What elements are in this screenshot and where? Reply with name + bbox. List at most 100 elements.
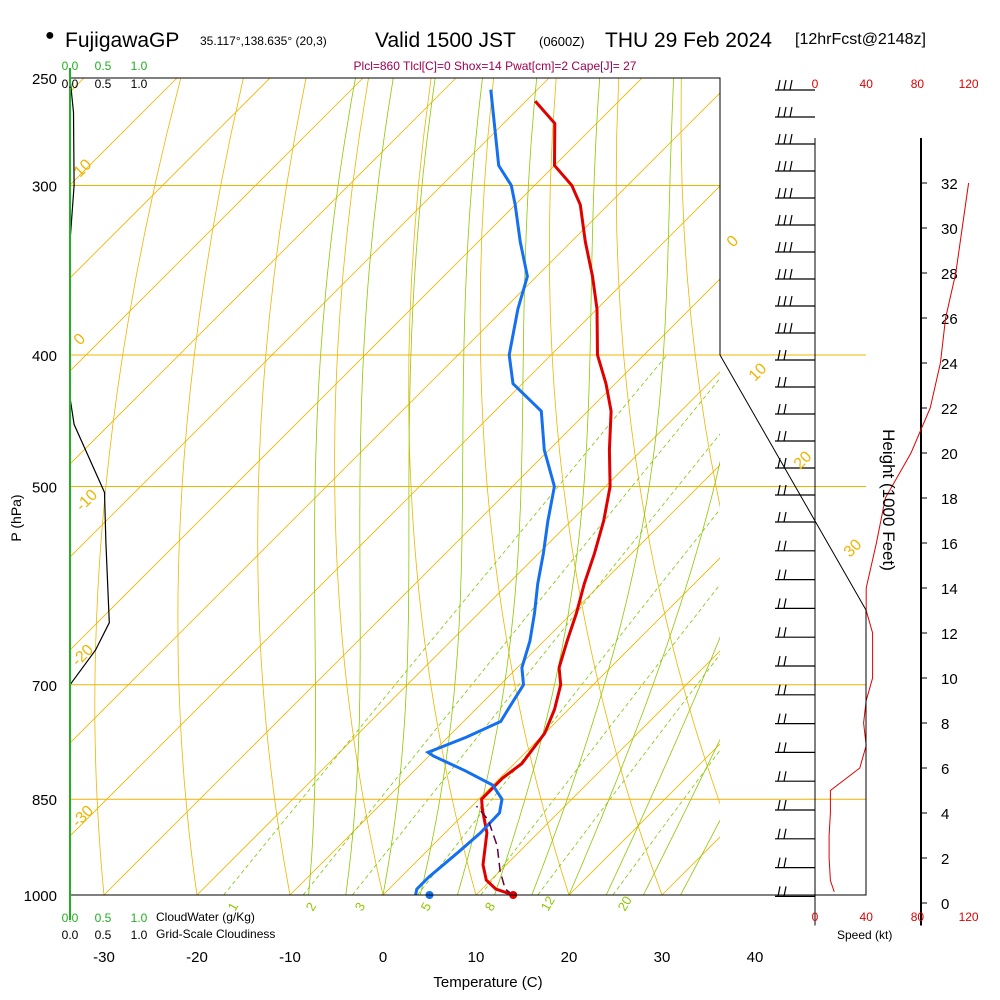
pressure-tick-400: 400 <box>32 348 57 365</box>
pressure-tick-1000: 1000 <box>24 888 57 905</box>
wind-barb-flag <box>789 241 793 253</box>
speed-tick-top: 80 <box>911 77 925 91</box>
wind-barb-flag <box>777 268 781 280</box>
wind-barb-flag <box>783 430 787 442</box>
wind-barbs <box>775 79 815 898</box>
cloud-tick-label: 0.0 <box>62 77 79 91</box>
moist-adiabat-line <box>345 78 394 895</box>
wind-barb-flag <box>777 106 781 118</box>
temp-tick-30: 30 <box>654 949 671 966</box>
isotherm-label: 30 <box>841 536 866 561</box>
wind-barb-flag <box>789 79 793 91</box>
isotherm-label: -10 <box>73 486 101 514</box>
moist-adiabat-line <box>308 78 356 895</box>
wind-barb-flag <box>783 376 787 388</box>
mixing-ratio-label: 8 <box>482 900 499 914</box>
wind-barb-flag <box>789 268 793 280</box>
cloud-tick-label: 0.0 <box>62 59 79 73</box>
wind-barb-flag <box>777 295 781 307</box>
wind-barb-flag <box>783 742 787 753</box>
wind-barb-flag <box>777 214 781 226</box>
isotherm-label: -30 <box>69 802 97 830</box>
temp-tick--10: -10 <box>279 949 301 966</box>
pressure-tick-850: 850 <box>32 792 57 809</box>
cloud-tick-label: 0.5 <box>95 59 112 73</box>
height-tick-label: 12 <box>941 626 958 643</box>
dry-adiabat-line <box>994 78 1000 895</box>
temp-tick--20: -20 <box>186 949 208 966</box>
wind-barb-flag <box>789 133 793 145</box>
isotherm-line <box>70 78 457 465</box>
temp-tick-40: 40 <box>747 949 764 966</box>
mixing-ratio-label: 12 <box>538 893 558 913</box>
mixing-ratio-line <box>537 653 720 895</box>
valid-time: Valid 1500 JST <box>375 29 516 52</box>
height-tick-label: 6 <box>941 761 949 778</box>
isotherm-line <box>70 78 271 279</box>
wind-barb-flag <box>783 403 787 415</box>
axes: 1 2 3 5 8 12 200102030100-10-20-30250300400500… <box>24 59 867 966</box>
dewpoint-line <box>414 89 556 896</box>
speed-tick-top: 40 <box>860 77 874 91</box>
height-tick-label: 30 <box>941 221 958 238</box>
x-axis-label: Temperature (C) <box>433 974 542 991</box>
station-name: FujigawaGP <box>65 29 180 52</box>
wind-barb-flag <box>783 540 787 551</box>
cloud-tick-label: 0.5 <box>95 77 112 91</box>
cloudiness-line <box>69 77 110 686</box>
wind-speed-line <box>828 182 970 892</box>
wind-barb-flag <box>777 376 781 388</box>
dry-adiabat-line <box>548 78 663 895</box>
wind-barb-flag <box>777 322 781 334</box>
speed-axis-label: Speed (kt) <box>837 928 892 942</box>
isotherm-line <box>70 78 364 372</box>
wind-barb-flag <box>783 684 787 695</box>
station-dot-icon: ● <box>45 27 55 44</box>
wind-barb-flag <box>783 713 787 724</box>
wind-barb-flag <box>789 295 793 307</box>
wind-barb-flag <box>777 799 781 811</box>
y-axis-label: P (hPa) <box>8 494 24 541</box>
wind-barb-flag <box>783 214 787 226</box>
cloud-tick-label: 1.0 <box>131 928 148 942</box>
cloud-tick-label: 1.0 <box>131 59 148 73</box>
skewt-series <box>414 89 613 899</box>
isotherm-label: -20 <box>69 641 97 669</box>
wind-barb-flag <box>777 598 781 609</box>
cloudiness-label: Grid-Scale Cloudiness <box>156 927 275 941</box>
isotherm-line <box>848 78 1000 895</box>
dry-adiabat-line <box>615 78 720 805</box>
isotherm-label: 0 <box>724 232 742 250</box>
wind-barb-flag <box>777 79 781 91</box>
station-coords: 35.117°,138.635° (20,3) <box>200 34 327 48</box>
cloud-tick-label: 1.0 <box>131 911 148 925</box>
wind-barb-flag <box>777 160 781 172</box>
wind-barb-flag <box>777 349 781 361</box>
wind-barb-flag <box>783 857 787 868</box>
moist-adiabat-line <box>568 460 720 895</box>
wind-barb-flag <box>783 106 787 118</box>
cloudwater-label: CloudWater (g/Kg) <box>156 910 255 924</box>
pressure-tick-250: 250 <box>32 71 57 88</box>
height-tick-label: 16 <box>941 536 958 553</box>
indices-line: Plcl=860 Tlcl[C]=0 Shox=14 Pwat[cm]=2 Ca… <box>354 59 637 73</box>
wind-barb-flag <box>777 403 781 415</box>
wind-barb-flag <box>777 684 781 695</box>
wind-barb-flag <box>777 187 781 199</box>
wind-barb-flag <box>777 828 781 839</box>
cloud-profile <box>69 77 110 686</box>
isotherm-label: 10 <box>746 360 771 385</box>
moist-adiabat-line <box>382 78 436 895</box>
isotherm-line <box>382 557 720 895</box>
wind-barb-flag <box>777 484 781 496</box>
cloud-tick-label: 0.5 <box>95 928 112 942</box>
wind-barb-flag <box>783 627 787 638</box>
wind-barb-flag <box>789 322 793 334</box>
wind-barb-flag <box>777 133 781 145</box>
moist-adiabat-line <box>531 78 675 895</box>
wind-barb-flag <box>783 828 787 839</box>
temp-tick-10: 10 <box>468 949 485 966</box>
height-tick-label: 10 <box>941 671 958 688</box>
isotherm-line <box>475 650 720 895</box>
height-tick-label: 26 <box>941 311 958 328</box>
